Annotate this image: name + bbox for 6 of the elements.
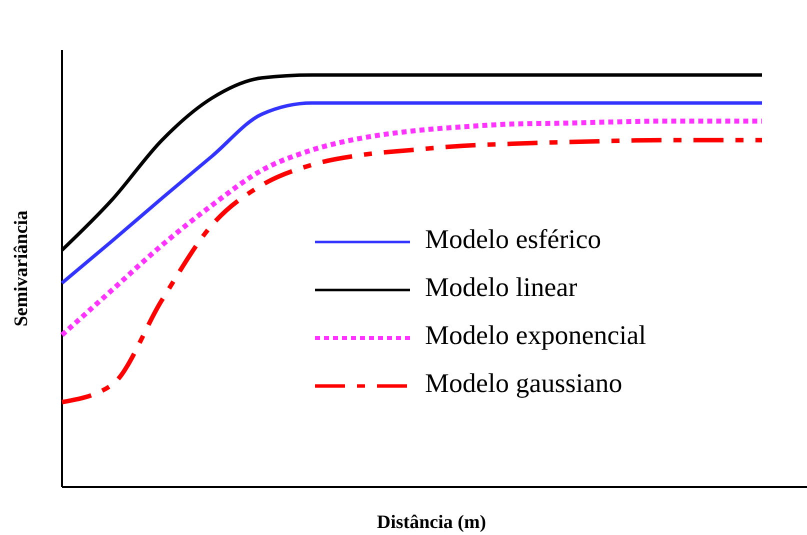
legend-label: Modelo linear bbox=[425, 272, 578, 302]
x-axis-title: Distância (m) bbox=[376, 512, 486, 533]
legend-label: Modelo exponencial bbox=[425, 320, 646, 350]
y-axis-title: Semivariância bbox=[11, 210, 32, 327]
legend-label: Modelo esférico bbox=[425, 224, 602, 254]
legend-label: Modelo gaussiano bbox=[425, 368, 622, 398]
